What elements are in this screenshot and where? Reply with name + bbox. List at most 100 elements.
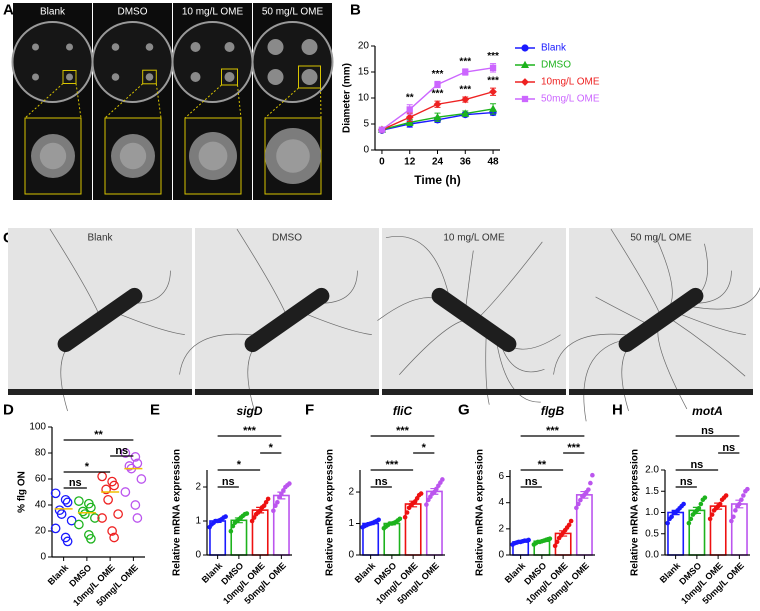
data-point [101,484,111,495]
data-point [228,528,234,534]
bacterium [49,228,185,412]
marker [406,106,413,113]
error-bar [516,540,525,544]
scale-bar [195,389,379,395]
significance-label: ns [690,459,703,471]
data-point [578,497,583,503]
y-axis-label: % flg ON [17,471,28,513]
zoom-line [320,87,322,119]
zoom-line [24,83,64,119]
cell [57,287,143,353]
zoom-line [155,83,162,119]
photo-label: 10 mg/L OME [182,7,244,18]
significance-label: ns [115,445,128,457]
colony-zoom [119,142,147,170]
significance-label: ns [680,476,693,488]
data-point [729,518,734,524]
data-point [113,509,123,519]
flagellum [385,236,451,303]
y-tick-label: 6 [498,471,504,482]
significance-label: * [269,442,274,454]
flagellum [685,285,760,310]
colony [224,42,235,52]
data-point [686,520,692,526]
x-tick-label: 36 [460,157,472,168]
data-point [86,533,96,544]
data-point [552,543,558,549]
flagellum [553,333,637,375]
zoom-box [142,69,157,85]
zoom-line [104,83,144,119]
significance-label: ns [525,476,538,488]
significance-label: * [422,442,427,454]
data-point [74,519,84,530]
marker [378,126,386,133]
cell [244,287,330,353]
y-tick-label: 0 [40,552,46,563]
legend-label: 10mg/L OME [541,77,600,88]
data-point [731,514,736,520]
data-point [404,510,410,515]
colony [224,72,235,82]
zoom-line [184,84,222,119]
flagellum [465,250,474,308]
data-point [120,448,131,458]
zoom-box [298,65,321,89]
data-point [74,496,84,506]
data-point [62,497,73,508]
photo-label: Blank [40,7,66,18]
y-tick-label: 0.5 [645,528,659,539]
y-tick-label: 4 [498,497,504,508]
data-point [223,514,228,519]
data-point [60,494,71,505]
marker [521,44,529,52]
flagellum [595,296,647,324]
flagellum [479,241,543,317]
significance-label: *** [546,425,560,437]
significance-label: ** [538,459,547,471]
y-tick-label: 0.0 [645,550,659,561]
photo-label: DMSO [118,7,148,18]
data-point [723,493,729,498]
petri-dish [171,21,254,103]
error-bar [366,521,375,526]
colony [145,43,154,51]
photo-label: 50 mg/L OME [630,233,692,244]
photo-label: 50 mg/L OME [262,7,324,18]
significance-label: ** [94,429,103,441]
zoom-box [62,70,77,84]
data-point [733,508,738,513]
marker [462,68,469,76]
colony [145,73,154,81]
significance-label: ns [701,425,714,437]
flagellum [671,319,746,377]
x-tick-label: 48 [487,157,499,168]
significance-label: * [85,461,90,473]
marker [489,87,497,96]
marker [461,95,470,104]
data-point [586,487,591,492]
data-point [56,509,67,519]
y-tick-label: 0 [498,550,504,561]
data-point [50,523,61,534]
photo-label: DMSO [272,233,302,244]
chart-title: sigD [236,404,262,418]
data-point [287,481,292,486]
y-tick-label: 2.0 [645,465,659,476]
colony [301,69,318,85]
marker [405,118,414,126]
legend-label: Blank [541,43,567,54]
x-tick-label: 12 [404,157,416,168]
data-point [251,515,257,520]
y-axis-label: Diameter (mm) [342,63,353,133]
y-tick-label: 100 [29,422,46,433]
colony [66,43,73,51]
colony [190,42,201,52]
error-bar [256,506,265,514]
y-tick-label: 15 [358,67,370,78]
data-point [78,506,88,517]
bacterium [377,236,561,405]
data-point [273,503,278,509]
y-tick-label: 0 [348,550,354,561]
